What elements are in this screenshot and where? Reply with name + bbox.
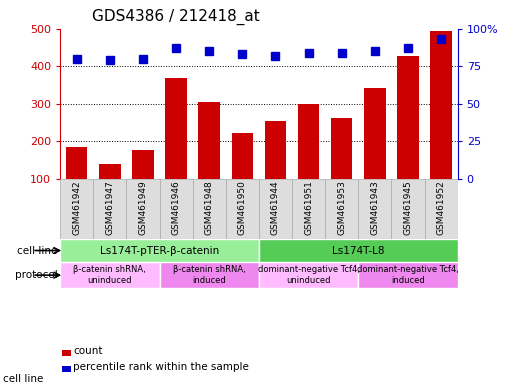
Text: GSM461948: GSM461948 [204, 180, 214, 235]
Bar [226, 179, 259, 239]
Bar [66, 147, 87, 216]
Bar [99, 164, 121, 216]
Bar [331, 118, 353, 216]
Text: cell line: cell line [17, 245, 58, 255]
Bar [60, 239, 259, 262]
Bar [259, 262, 358, 288]
Bar [132, 149, 154, 216]
Text: β-catenin shRNA,
induced: β-catenin shRNA, induced [173, 265, 246, 285]
Text: β-catenin shRNA,
uninduced: β-catenin shRNA, uninduced [73, 265, 146, 285]
Text: count: count [73, 346, 103, 356]
Bar [160, 262, 259, 288]
Bar [160, 179, 192, 239]
Bar [358, 179, 391, 239]
Text: GSM461951: GSM461951 [304, 180, 313, 235]
Text: protocol: protocol [15, 270, 58, 280]
Text: GSM461950: GSM461950 [238, 180, 247, 235]
Text: GSM461949: GSM461949 [139, 180, 147, 235]
Bar [259, 239, 458, 262]
Text: Ls174T-L8: Ls174T-L8 [332, 245, 384, 255]
Text: percentile rank within the sample: percentile rank within the sample [73, 362, 249, 372]
Text: GSM461942: GSM461942 [72, 180, 81, 235]
Bar [192, 179, 226, 239]
Bar [93, 179, 127, 239]
Bar [265, 121, 286, 216]
Bar [430, 31, 452, 216]
Bar [358, 262, 458, 288]
Text: GSM461943: GSM461943 [370, 180, 379, 235]
Bar [397, 56, 419, 216]
Bar [232, 133, 253, 216]
Bar [60, 179, 93, 239]
Bar [198, 102, 220, 216]
Text: GSM461947: GSM461947 [105, 180, 115, 235]
Bar [391, 179, 425, 239]
Text: GSM461953: GSM461953 [337, 180, 346, 235]
Text: GSM461945: GSM461945 [403, 180, 413, 235]
Bar [425, 179, 458, 239]
Bar [60, 262, 160, 288]
Text: GSM461946: GSM461946 [172, 180, 180, 235]
Text: dominant-negative Tcf4,
induced: dominant-negative Tcf4, induced [357, 265, 459, 285]
Bar [325, 179, 358, 239]
Text: GDS4386 / 212418_at: GDS4386 / 212418_at [92, 8, 260, 25]
Bar [259, 179, 292, 239]
Text: dominant-negative Tcf4,
uninduced: dominant-negative Tcf4, uninduced [258, 265, 359, 285]
Bar [127, 179, 160, 239]
Bar [364, 88, 385, 216]
Text: GSM461944: GSM461944 [271, 180, 280, 235]
Bar [298, 104, 320, 216]
Text: cell line: cell line [3, 374, 43, 384]
Bar [165, 78, 187, 216]
Text: GSM461952: GSM461952 [437, 180, 446, 235]
Text: Ls174T-pTER-β-catenin: Ls174T-pTER-β-catenin [100, 245, 219, 255]
Bar [292, 179, 325, 239]
